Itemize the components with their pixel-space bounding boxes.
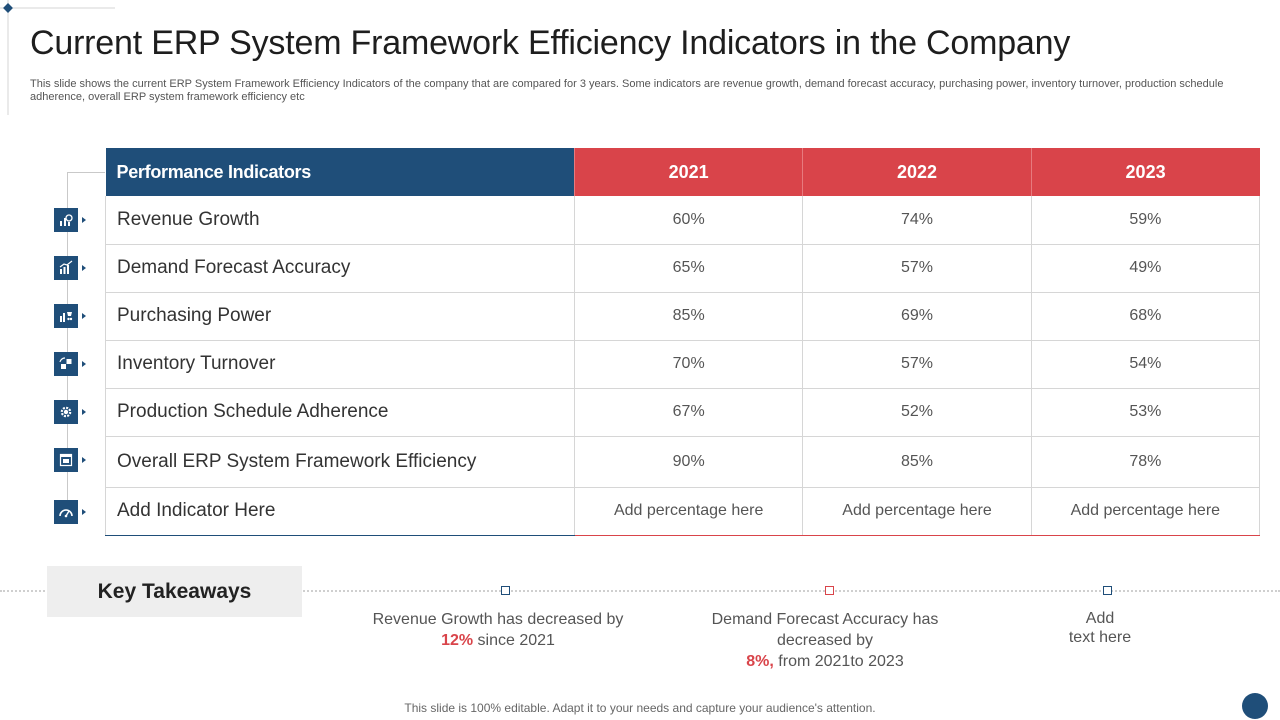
value-2023: 54% bbox=[1030, 340, 1261, 389]
connector-line bbox=[67, 172, 68, 512]
value-2021: 90% bbox=[573, 436, 803, 488]
value-2021: Add percentage here bbox=[573, 487, 803, 536]
indicator-name: Overall ERP System Framework Efficiency bbox=[105, 436, 575, 488]
table-row: Overall ERP System Framework Efficiency … bbox=[105, 436, 1261, 488]
chevron-right-icon bbox=[82, 457, 86, 463]
gauge-icon bbox=[54, 500, 78, 524]
chevron-right-icon bbox=[82, 509, 86, 515]
indicator-name: Purchasing Power bbox=[105, 292, 575, 341]
table-row: Add Indicator Here Add percentage here A… bbox=[105, 487, 1261, 536]
chevron-right-icon bbox=[82, 313, 86, 319]
takeaway-text: text here bbox=[1068, 629, 1132, 646]
footer-note: This slide is 100% editable. Adapt it to… bbox=[404, 701, 876, 715]
value-2022: 74% bbox=[802, 196, 1032, 245]
takeaway-highlight: 12% bbox=[441, 632, 474, 649]
value-2021: 67% bbox=[573, 388, 803, 437]
value-2023: 49% bbox=[1030, 244, 1261, 293]
takeaway-highlight: 8%, bbox=[746, 653, 774, 670]
value-2023: Add percentage here bbox=[1030, 487, 1261, 536]
value-2021: 85% bbox=[573, 292, 803, 341]
takeaway-text: from 2021to 2023 bbox=[773, 653, 904, 670]
timeline-marker bbox=[825, 586, 834, 595]
indicator-name: Revenue Growth bbox=[105, 196, 575, 245]
value-2023: 59% bbox=[1030, 196, 1261, 245]
gear-icon bbox=[54, 400, 78, 424]
window-icon bbox=[54, 448, 78, 472]
page-subtitle: This slide shows the current ERP System … bbox=[30, 78, 1224, 103]
table-row: Purchasing Power 85% 69% 68% bbox=[105, 292, 1261, 341]
value-2022: 69% bbox=[802, 292, 1032, 341]
header-year-2023: 2023 bbox=[1030, 148, 1260, 196]
header-performance-indicators: Performance Indicators bbox=[105, 148, 575, 196]
takeaway-text: Add bbox=[1085, 610, 1115, 627]
indicator-name: Demand Forecast Accuracy bbox=[105, 244, 575, 293]
timeline-marker bbox=[501, 586, 510, 595]
takeaway-item: Demand Forecast Accuracy has decreased b… bbox=[690, 609, 960, 672]
value-2021: 70% bbox=[573, 340, 803, 389]
page-title: Current ERP System Framework Efficiency … bbox=[30, 24, 1071, 62]
table-row: Inventory Turnover 70% 57% 54% bbox=[105, 340, 1261, 389]
cart-chart-icon bbox=[54, 304, 78, 328]
indicator-name: Production Schedule Adherence bbox=[105, 388, 575, 437]
timeline-marker bbox=[1103, 586, 1112, 595]
value-2023: 78% bbox=[1030, 436, 1261, 488]
takeaway-text: Revenue Growth has decreased by bbox=[372, 611, 624, 628]
value-2022: Add percentage here bbox=[802, 487, 1032, 536]
chevron-right-icon bbox=[82, 265, 86, 271]
value-2023: 68% bbox=[1030, 292, 1261, 341]
table-row: Revenue Growth 60% 74% 59% bbox=[105, 196, 1261, 245]
boxes-icon bbox=[54, 352, 78, 376]
connector-line bbox=[67, 172, 105, 173]
takeaway-text: since 2021 bbox=[473, 632, 555, 649]
value-2023: 53% bbox=[1030, 388, 1261, 437]
table-row: Demand Forecast Accuracy 65% 57% 49% bbox=[105, 244, 1261, 293]
table-row: Production Schedule Adherence 67% 52% 53… bbox=[105, 388, 1261, 437]
takeaway-text: Demand Forecast Accuracy has decreased b… bbox=[711, 611, 939, 649]
takeaway-item: Revenue Growth has decreased by 12% sinc… bbox=[368, 609, 628, 651]
value-2021: 60% bbox=[573, 196, 803, 245]
key-takeaways-heading: Key Takeaways bbox=[47, 566, 302, 617]
chevron-right-icon bbox=[82, 409, 86, 415]
corner-decoration bbox=[0, 0, 115, 115]
value-2021: 65% bbox=[573, 244, 803, 293]
table-header-row: Performance Indicators 2021 2022 2023 bbox=[105, 148, 1260, 196]
money-growth-icon bbox=[54, 208, 78, 232]
value-2022: 57% bbox=[802, 244, 1032, 293]
chevron-right-icon bbox=[82, 217, 86, 223]
header-year-2021: 2021 bbox=[573, 148, 803, 196]
value-2022: 52% bbox=[802, 388, 1032, 437]
timeline-divider bbox=[0, 590, 1280, 592]
corner-circle-decoration bbox=[1242, 693, 1268, 719]
value-2022: 57% bbox=[802, 340, 1032, 389]
chevron-right-icon bbox=[82, 361, 86, 367]
value-2022: 85% bbox=[802, 436, 1032, 488]
takeaway-item: Add text here bbox=[1050, 609, 1150, 647]
indicator-icon-column bbox=[52, 148, 105, 538]
efficiency-indicators-table: Performance Indicators 2021 2022 2023 Re… bbox=[105, 148, 1261, 536]
indicator-name: Inventory Turnover bbox=[105, 340, 575, 389]
indicator-name: Add Indicator Here bbox=[105, 487, 575, 536]
bar-chart-icon bbox=[54, 256, 78, 280]
header-year-2022: 2022 bbox=[802, 148, 1032, 196]
